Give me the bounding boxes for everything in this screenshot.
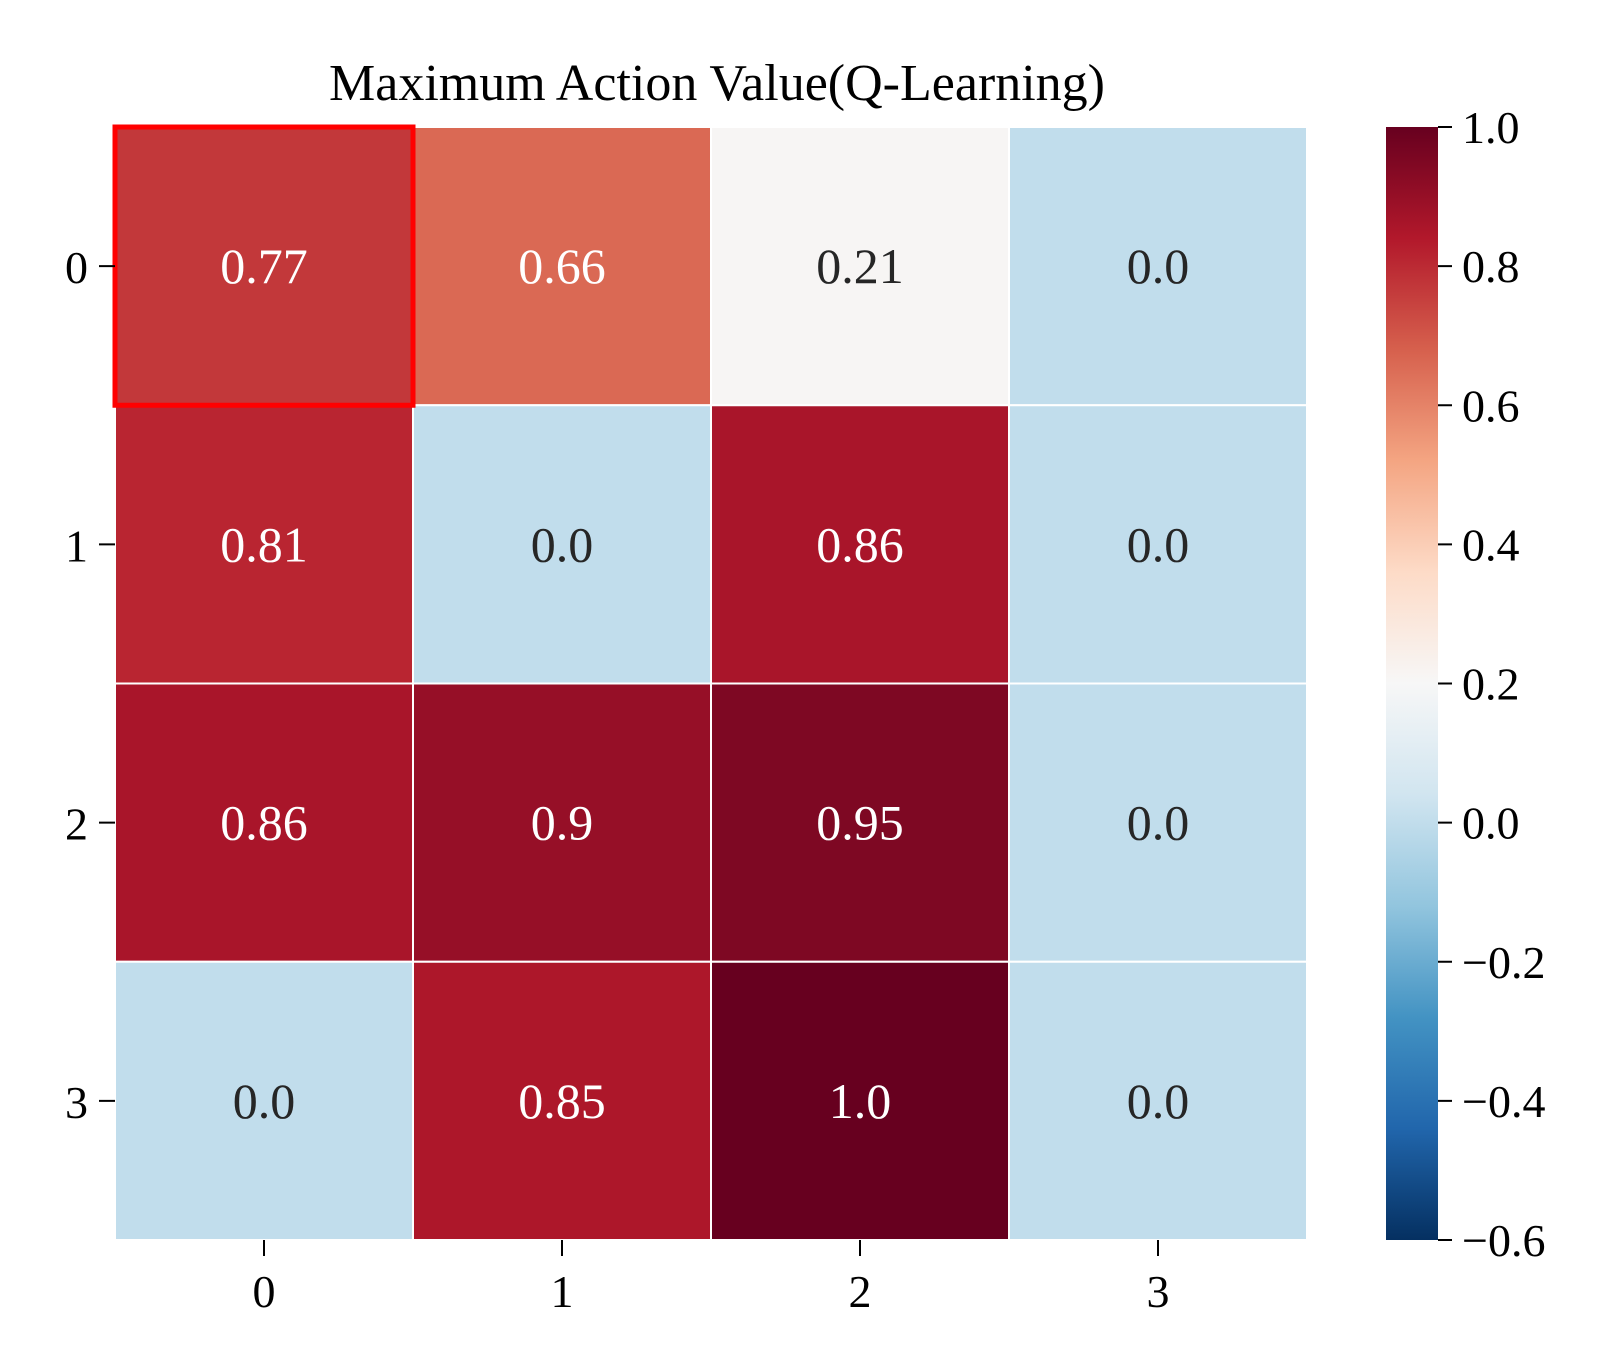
colorbar-tick-label: 0.8: [1462, 241, 1520, 292]
y-tick-label: 0: [65, 242, 88, 293]
cell-label: 0.66: [518, 238, 606, 294]
heatmap-cell: [412, 404, 712, 685]
heatmap-cell: [1008, 404, 1308, 685]
heatmap-cell: [412, 682, 712, 963]
cell-labels: 0.77 0.66 0.21 0.0 0.81 0.0 0.86 0.0 0.86 0.9 0.95…: [220, 238, 1189, 1129]
heatmap-cell: [412, 960, 712, 1241]
colorbar-tick-label: 0.0: [1462, 798, 1520, 849]
x-tick-label: 1: [551, 1266, 574, 1317]
cell-label: 0.95: [816, 795, 904, 851]
cell-label: 0.21: [816, 238, 904, 294]
heatmap-cell: [1008, 960, 1308, 1241]
heatmap-cell: [1008, 682, 1308, 963]
colorbar-gradient: [1386, 127, 1438, 1240]
x-axis: 0 1 2 3: [253, 1240, 1170, 1317]
heatmap-cell: [710, 960, 1010, 1241]
colorbar-tick-label: 0.2: [1462, 659, 1520, 710]
colorbar-tick-label: 1.0: [1462, 102, 1520, 153]
colorbar-tick-label: 0.6: [1462, 380, 1520, 431]
heatmap-cells: [114, 126, 1308, 1241]
heatmap-cell: [412, 126, 712, 407]
heatmap-cell: [114, 126, 414, 407]
y-tick-label: 2: [65, 799, 88, 850]
colorbar-tick-label: −0.4: [1462, 1076, 1545, 1127]
x-tick-label: 3: [1147, 1266, 1170, 1317]
cell-label: 0.9: [531, 795, 594, 851]
cell-label: 0.86: [220, 795, 308, 851]
cell-label: 0.0: [531, 516, 594, 572]
colorbar: 1.0 0.8 0.6 0.4 0.2 0.0 −0.2 −0.4 −0.6: [1386, 102, 1545, 1266]
colorbar-tick-label: −0.2: [1462, 937, 1545, 988]
y-tick-label: 1: [65, 520, 88, 571]
colorbar-tick-label: 0.4: [1462, 519, 1520, 570]
y-axis: 0 1 2 3: [65, 242, 115, 1128]
x-tick-label: 0: [253, 1266, 276, 1317]
cell-label: 0.0: [233, 1073, 296, 1129]
cell-label: 0.0: [1127, 1073, 1190, 1129]
cell-label: 0.85: [518, 1073, 606, 1129]
cell-label: 0.81: [220, 516, 308, 572]
chart-title: Maximum Action Value(Q-Learning): [329, 55, 1105, 112]
y-tick-label: 3: [65, 1077, 88, 1128]
x-tick-label: 2: [849, 1266, 872, 1317]
cell-label: 0.0: [1127, 516, 1190, 572]
cell-label: 0.0: [1127, 795, 1190, 851]
heatmap-cell: [1008, 126, 1308, 407]
cell-label: 0.86: [816, 516, 904, 572]
cell-label: 1.0: [829, 1073, 892, 1129]
colorbar-tick-label: −0.6: [1462, 1215, 1545, 1266]
heatmap-cell: [114, 960, 414, 1241]
heatmap-cell: [114, 404, 414, 685]
heatmap-cell: [710, 126, 1010, 407]
heatmap-cell: [710, 404, 1010, 685]
cell-label: 0.77: [220, 238, 308, 294]
cell-label: 0.0: [1127, 238, 1190, 294]
